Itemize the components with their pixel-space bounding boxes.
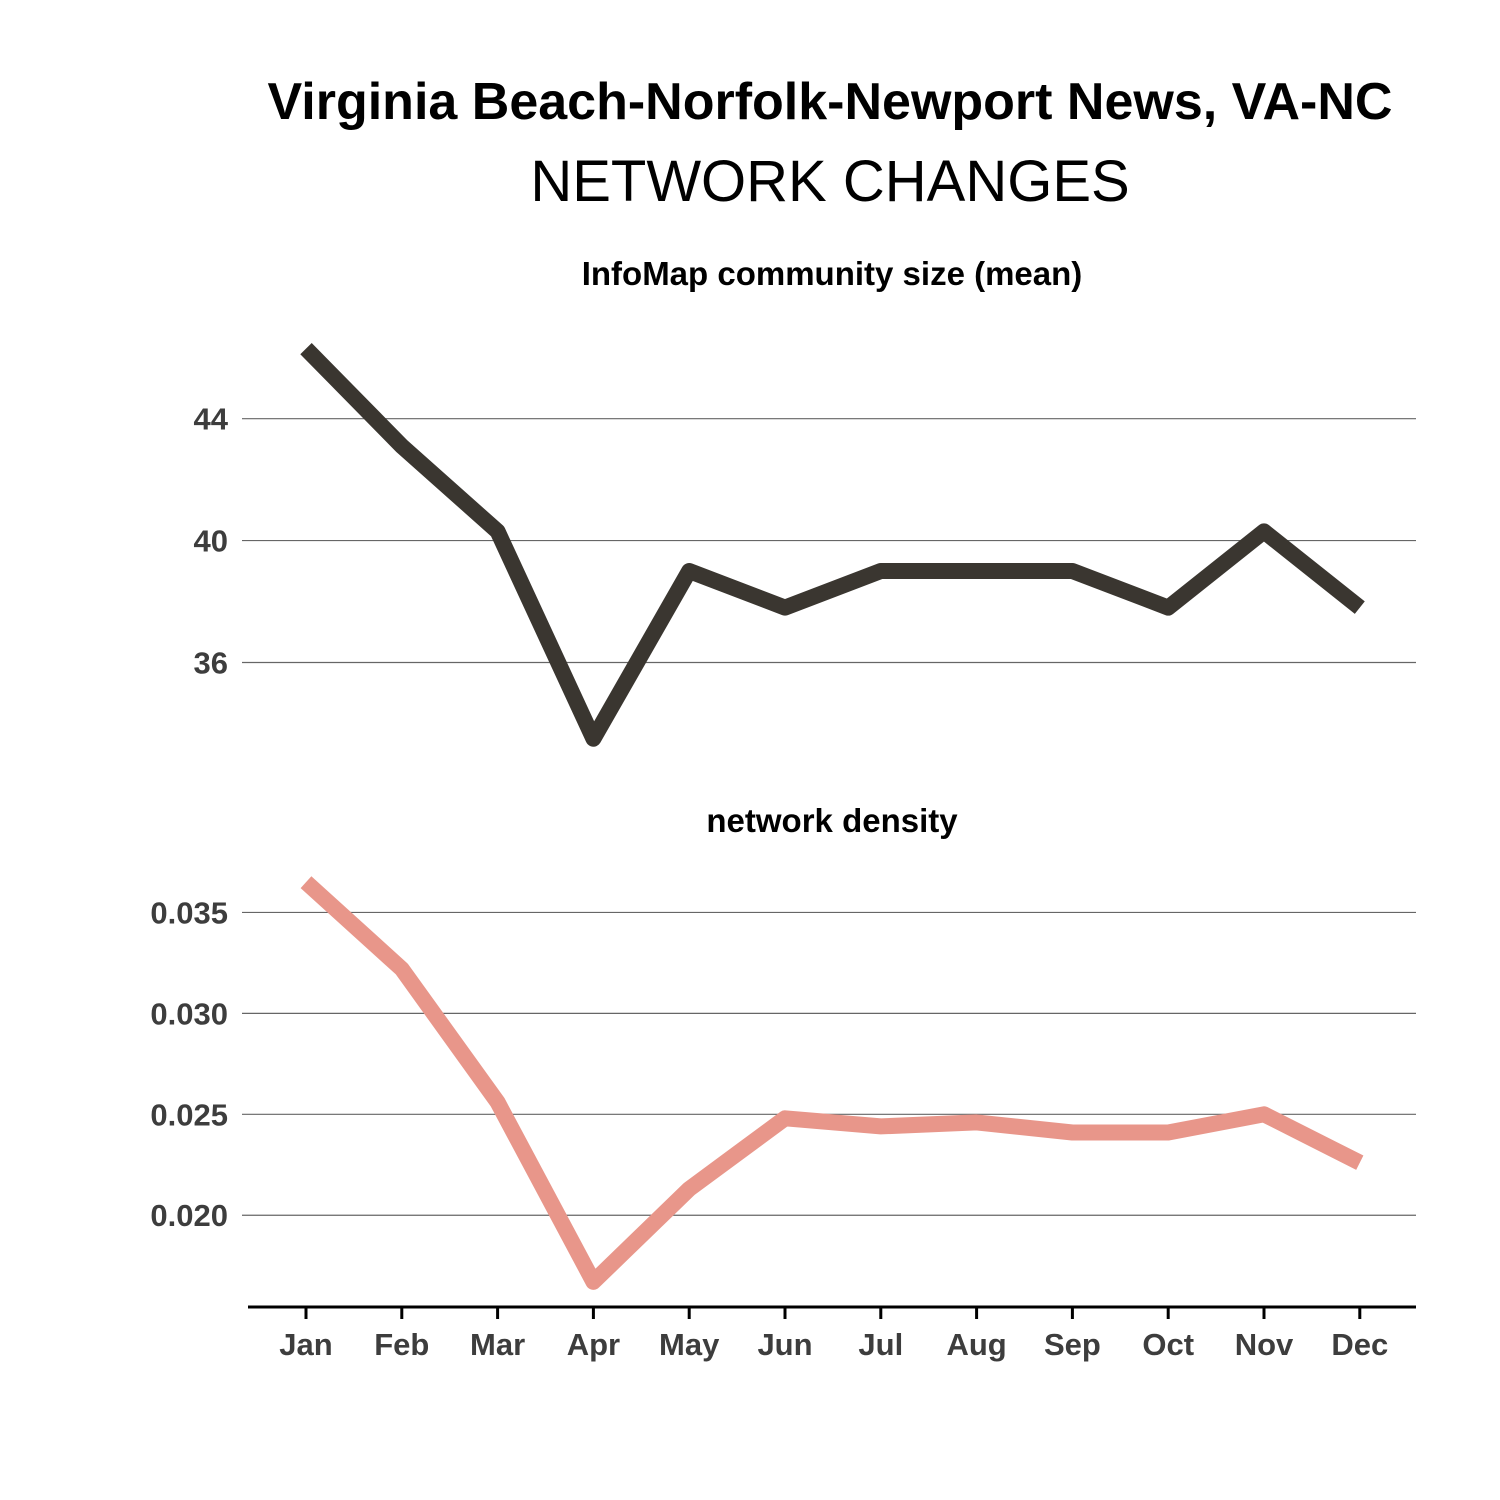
x-tick-label: Jul: [858, 1327, 903, 1362]
x-tick-label: Mar: [470, 1327, 525, 1362]
y-tick-label: 44: [194, 402, 229, 437]
series-line: [300, 876, 1364, 1290]
panel-network-density: 0.020 0.025 0.030 0.035: [150, 876, 1416, 1290]
x-tick-label: May: [659, 1327, 720, 1362]
panel-title-community-size: InfoMap community size (mean): [582, 255, 1083, 292]
y-tick-label: 0.020: [150, 1198, 228, 1233]
x-tick-label: Dec: [1331, 1327, 1388, 1362]
series-line: [300, 342, 1365, 747]
x-tick-label: Feb: [374, 1327, 429, 1362]
x-tick-label: Oct: [1142, 1327, 1194, 1362]
y-tick-label: 0.035: [150, 895, 228, 930]
x-tick-label: Jun: [757, 1327, 812, 1362]
y-tick-label: 0.025: [150, 1097, 228, 1132]
x-tick-label: Jan: [279, 1327, 332, 1362]
chart-subtitle: NETWORK CHANGES: [530, 149, 1130, 214]
x-tick-label: Nov: [1235, 1327, 1294, 1362]
x-tick-label: Aug: [946, 1327, 1006, 1362]
x-tick-label: Sep: [1044, 1327, 1101, 1362]
panel-community-size: 36 40 44: [194, 342, 1416, 747]
y-tick-label: 36: [194, 645, 228, 680]
y-tick-label: 0.030: [150, 996, 228, 1031]
x-axis: Jan Feb Mar Apr May Jun Jul Aug Sep Oct Nov Dec: [248, 1305, 1416, 1362]
x-tick-label: Apr: [567, 1327, 620, 1362]
panel-title-network-density: network density: [706, 802, 958, 839]
chart-title: Virginia Beach-Norfolk-Newport News, VA-…: [267, 73, 1393, 131]
y-tick-label: 40: [194, 524, 228, 559]
